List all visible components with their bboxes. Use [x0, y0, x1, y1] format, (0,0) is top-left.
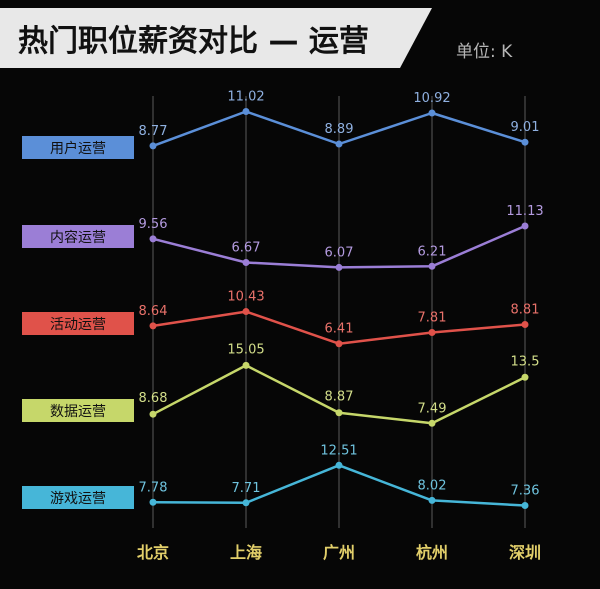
data-point — [335, 461, 343, 469]
x-tick-label: 深圳 — [509, 543, 541, 562]
data-point — [149, 235, 157, 243]
data-point — [335, 263, 343, 271]
x-axis: 北京 上海 广州 杭州 深圳 — [137, 543, 541, 562]
data-label: 10.92 — [413, 91, 450, 106]
title-banner-background — [0, 8, 432, 68]
x-tick-label: 上海 — [230, 543, 262, 562]
data-point — [335, 340, 343, 348]
data-label: 8.77 — [139, 124, 168, 139]
x-tick-label: 广州 — [323, 543, 355, 562]
data-point — [149, 498, 157, 506]
data-point — [521, 502, 529, 510]
data-point — [428, 496, 436, 504]
data-point — [242, 259, 250, 267]
data-point — [335, 140, 343, 148]
x-tick-label: 北京 — [137, 543, 169, 562]
series-4: 7.78 7.71 12.51 8.02 7.36 — [139, 443, 540, 510]
data-point — [428, 109, 436, 117]
data-point — [428, 329, 436, 337]
x-tick-label: 杭州 — [416, 543, 448, 562]
data-label: 7.49 — [418, 401, 447, 416]
legend-label: 内容运营 — [50, 229, 106, 246]
legend-label: 游戏运营 — [50, 491, 106, 507]
series-lines: 8.77 11.02 8.89 10.92 9.01 9.56 6.67 6.07 6.21 11… — [139, 90, 544, 510]
data-point — [428, 262, 436, 270]
data-label: 11.02 — [227, 90, 264, 105]
data-point — [521, 222, 529, 230]
data-point — [242, 108, 250, 116]
data-point — [149, 410, 157, 418]
data-label: 8.02 — [418, 478, 447, 493]
data-label: 12.51 — [320, 443, 357, 458]
legend-swatch — [22, 312, 134, 335]
legend-label: 活动运营 — [50, 317, 106, 333]
series-1: 9.56 6.67 6.07 6.21 11.13 — [139, 204, 544, 271]
data-label: 6.67 — [232, 241, 261, 256]
data-label: 8.89 — [325, 122, 354, 137]
data-point — [242, 499, 250, 507]
data-point — [521, 321, 529, 329]
data-point — [242, 361, 250, 369]
data-label: 6.41 — [325, 322, 354, 337]
data-point — [335, 409, 343, 417]
data-label: 13.5 — [511, 354, 540, 369]
title-banner: 热门职位薪资对比 — 运营 — [0, 8, 432, 68]
data-label: 7.71 — [232, 481, 261, 496]
data-point — [149, 142, 157, 150]
data-label: 7.78 — [139, 480, 168, 495]
legend-item: 内容运营 — [22, 225, 134, 248]
legend-item: 数据运营 — [22, 399, 134, 422]
legend-item: 活动运营 — [22, 312, 134, 335]
data-label: 9.01 — [511, 120, 540, 135]
unit-label: 单位: K — [456, 42, 513, 62]
legend-item: 用户运营 — [22, 136, 134, 159]
data-label: 7.81 — [418, 311, 447, 326]
data-point — [242, 308, 250, 316]
data-label: 7.36 — [511, 484, 540, 499]
data-label: 8.87 — [325, 390, 354, 405]
legend-swatch — [22, 136, 134, 159]
legend-swatch — [22, 225, 134, 248]
data-point — [149, 322, 157, 330]
data-point — [521, 138, 529, 146]
data-point — [521, 373, 529, 381]
data-label: 8.81 — [511, 303, 540, 318]
data-point — [428, 419, 436, 427]
data-label: 8.64 — [139, 304, 168, 319]
data-label: 9.56 — [139, 217, 168, 232]
legend-swatch — [22, 486, 134, 509]
series-0: 8.77 11.02 8.89 10.92 9.01 — [139, 90, 540, 150]
series-3: 8.68 15.05 8.87 7.49 13.5 — [139, 342, 540, 427]
data-label: 15.05 — [227, 342, 264, 357]
legend-item: 游戏运营 — [22, 486, 134, 509]
legend-label: 用户运营 — [50, 140, 106, 157]
data-label: 10.43 — [227, 290, 264, 305]
data-label: 6.07 — [325, 245, 354, 260]
data-label: 8.68 — [139, 391, 168, 406]
data-label: 6.21 — [418, 244, 447, 259]
legend-label: 数据运营 — [50, 404, 106, 420]
series-2: 8.64 10.43 6.41 7.81 8.81 — [139, 290, 540, 348]
chart-title: 热门职位薪资对比 — 运营 — [18, 24, 369, 59]
legend-swatch — [22, 399, 134, 422]
data-label: 11.13 — [506, 204, 543, 219]
